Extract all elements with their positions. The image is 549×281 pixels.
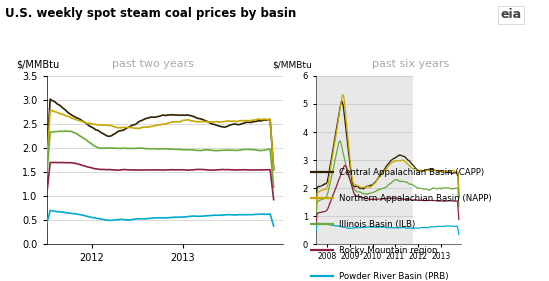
Text: eia: eia bbox=[500, 8, 521, 21]
Text: past two years: past two years bbox=[112, 59, 194, 69]
Text: $/MMBtu: $/MMBtu bbox=[16, 59, 59, 69]
Text: Illinois Basin (ILB): Illinois Basin (ILB) bbox=[339, 220, 414, 229]
Text: Central Appalachian Basin (CAPP): Central Appalachian Basin (CAPP) bbox=[339, 168, 484, 177]
Text: U.S. weekly spot steam coal prices by basin: U.S. weekly spot steam coal prices by ba… bbox=[5, 7, 297, 20]
Text: past six years: past six years bbox=[372, 59, 449, 69]
Text: Northern Appalachian Basin (NAPP): Northern Appalachian Basin (NAPP) bbox=[339, 194, 491, 203]
Text: Rocky Mountain region: Rocky Mountain region bbox=[339, 246, 437, 255]
Text: Powder River Basin (PRB): Powder River Basin (PRB) bbox=[339, 272, 448, 281]
Bar bbox=[413, 76, 463, 244]
Text: $/MMBtu: $/MMBtu bbox=[272, 60, 312, 69]
